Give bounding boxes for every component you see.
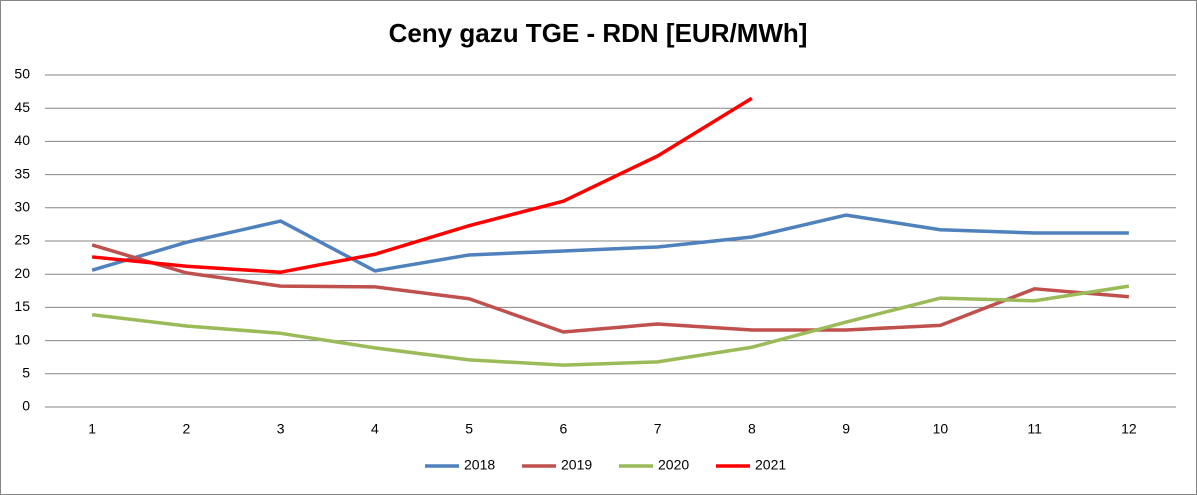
x-tick-label: 1 <box>88 421 96 437</box>
x-tick-label: 7 <box>654 421 662 437</box>
y-tick-label: 45 <box>14 99 30 115</box>
x-tick-label: 10 <box>933 421 949 437</box>
y-tick-label: 30 <box>14 199 30 215</box>
x-tick-label: 8 <box>748 421 756 437</box>
x-tick-label: 11 <box>1027 421 1042 437</box>
chart-title: Ceny gazu TGE - RDN [EUR/MWh] <box>389 18 808 48</box>
x-tick-label: 12 <box>1121 421 1137 437</box>
y-tick-label: 0 <box>22 398 30 414</box>
series-line <box>91 243 1130 334</box>
y-tick-label: 50 <box>14 66 30 82</box>
legend-label: 2021 <box>755 457 786 473</box>
series-line <box>91 213 1129 273</box>
y-tick-label: 35 <box>14 165 30 181</box>
x-tick-label: 5 <box>465 421 473 437</box>
y-tick-label: 10 <box>14 331 30 347</box>
y-tick-label: 40 <box>14 132 30 148</box>
x-tick-label: 6 <box>559 421 567 437</box>
y-tick-label: 20 <box>14 265 30 281</box>
legend-label: 2019 <box>561 457 592 473</box>
x-tick-label: 2 <box>182 421 190 437</box>
x-tick-label: 4 <box>371 421 379 437</box>
y-tick-label: 15 <box>14 298 30 314</box>
series-line <box>91 96 753 274</box>
y-tick-label: 5 <box>22 365 30 381</box>
series-line <box>91 284 1130 367</box>
x-tick-label: 3 <box>277 421 285 437</box>
y-tick-label: 25 <box>14 232 30 248</box>
legend-label: 2020 <box>658 457 689 473</box>
legend-label: 2018 <box>464 457 495 473</box>
x-tick-label: 9 <box>842 421 850 437</box>
